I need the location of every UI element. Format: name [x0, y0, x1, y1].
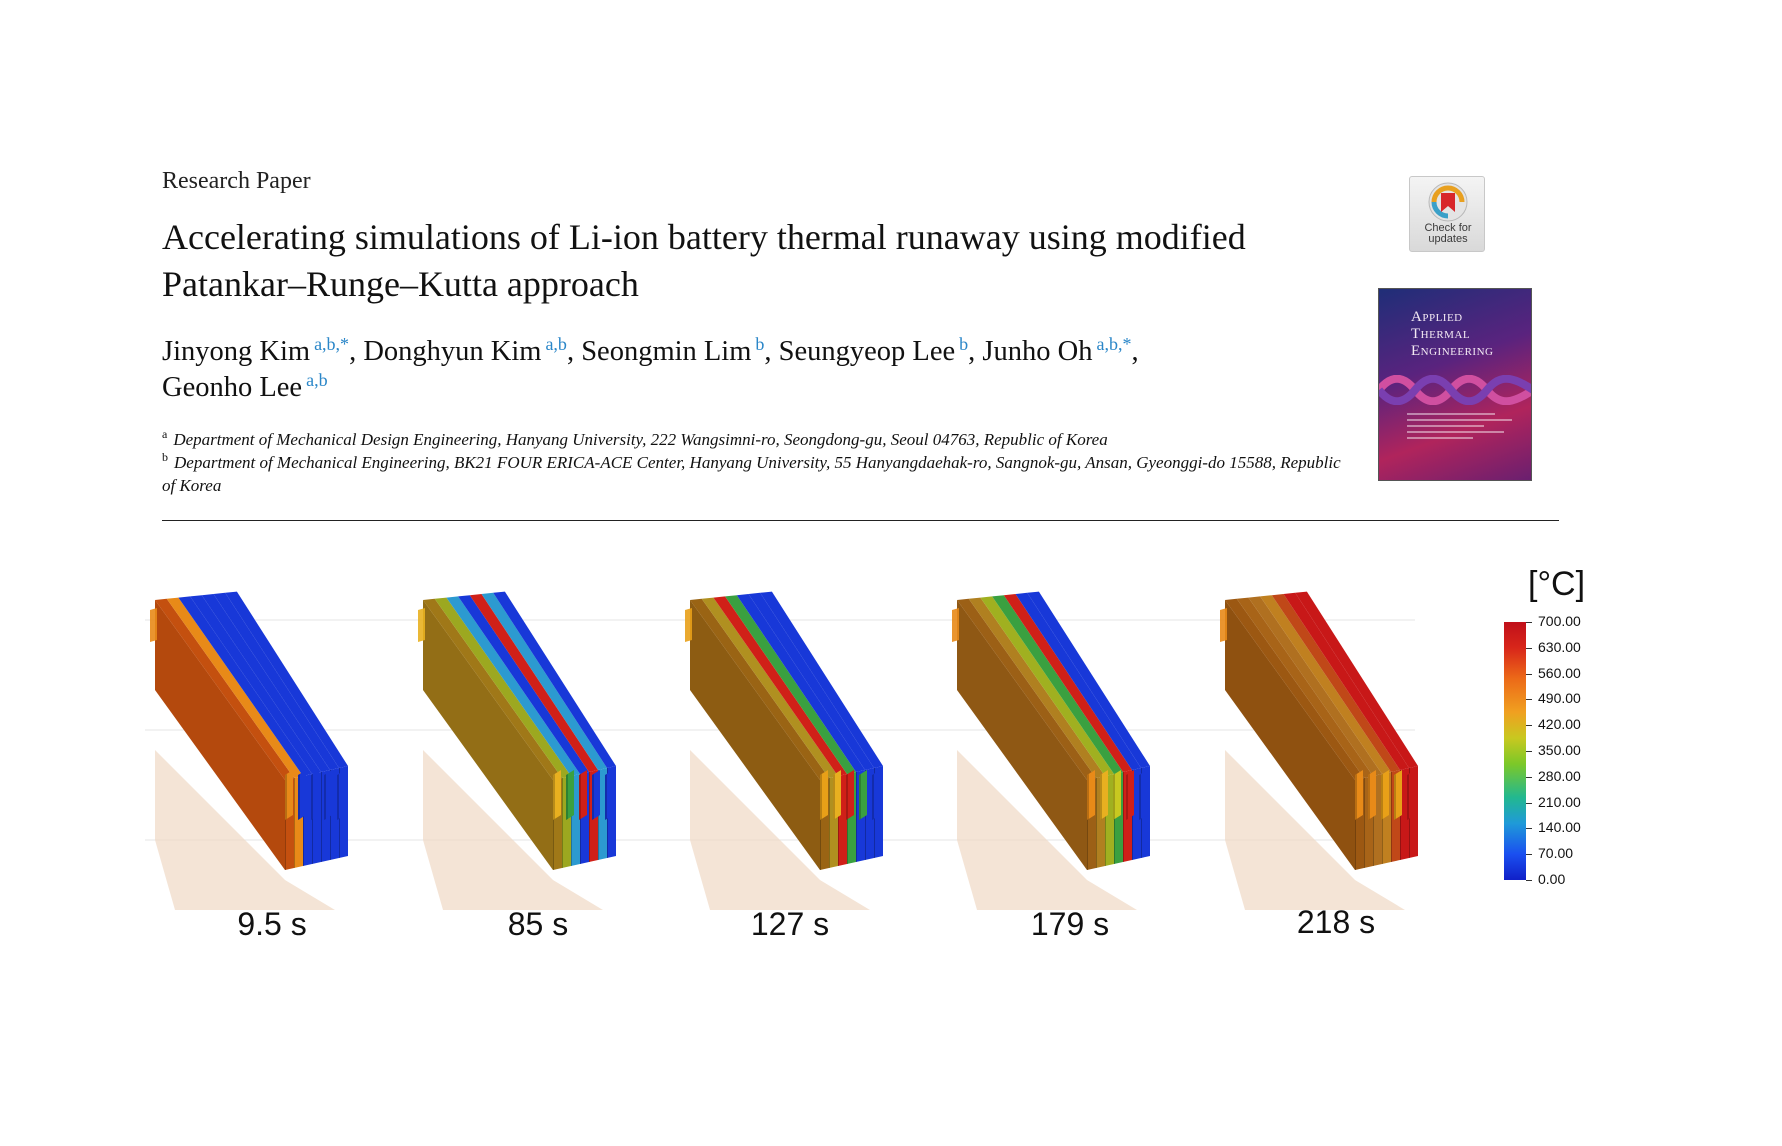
battery-pack-frame [150, 591, 348, 910]
author-affiliation-marks[interactable]: a,b [545, 333, 567, 354]
author-list: Jinyong Kim a,b,*, Donghyun Kim a,b, Seong… [162, 333, 1139, 404]
colorbar-tick-mark [1526, 802, 1532, 804]
affiliation: b Department of Mechanical Engineering, B… [162, 451, 1342, 497]
colorbar-tick-mark [1526, 699, 1532, 701]
colorbar-tick-label: 630.00 [1538, 638, 1581, 655]
author-affiliation-marks[interactable]: b [755, 333, 765, 354]
author[interactable]: Junho Oh a,b,* [982, 333, 1132, 368]
colorbar-tick-mark [1526, 725, 1532, 727]
author-affiliation-marks[interactable]: a,b [306, 369, 328, 390]
paper-title: Accelerating simulations of Li-ion batte… [162, 214, 1392, 308]
author-affiliation-marks[interactable]: b [959, 333, 969, 354]
affiliation-letter: b [162, 450, 168, 465]
journal-title: Applied Thermal Engineering [1411, 309, 1529, 360]
frame-time-label: 218 s [1296, 904, 1376, 940]
temperature-colorbar [1504, 622, 1526, 880]
battery-pack-frame [1220, 591, 1418, 910]
colorbar-unit-label: [°C] [1528, 565, 1586, 603]
battery-simulation-figure [145, 591, 1418, 910]
journal-title-line: Applied [1411, 309, 1463, 325]
cover-fine-print [1407, 413, 1517, 453]
check-for-updates-label: Check for updates [1410, 223, 1486, 245]
cover-wave-pattern [1379, 375, 1531, 405]
frame-time-label: 9.5 s [237, 906, 307, 942]
battery-pack-frame [952, 591, 1150, 910]
colorbar-tick-mark [1526, 647, 1532, 649]
colorbar-tick-label: 560.00 [1538, 664, 1581, 681]
colorbar-tick-label: 420.00 [1538, 716, 1581, 733]
title-line-2: Patankar–Runge–Kutta approach [162, 264, 639, 304]
author-name: Seungyeop Lee [778, 336, 956, 367]
title-line-1: Accelerating simulations of Li-ion batte… [162, 217, 1246, 257]
colorbar-tick-mark [1526, 854, 1532, 856]
colorbar-tick-label: 350.00 [1538, 742, 1581, 758]
colorbar-tick-label: 140.00 [1538, 819, 1581, 836]
author-name: Donghyun Kim [363, 336, 542, 367]
battery-pack-frame [418, 591, 616, 910]
journal-cover-image[interactable]: Applied Thermal Engineering [1378, 288, 1532, 481]
journal-title-line: Thermal [1411, 326, 1471, 342]
author-name: Jinyong Kim [162, 336, 311, 367]
colorbar-tick-label: 210.00 [1538, 793, 1581, 810]
author-name: Geonho Lee [162, 372, 303, 403]
author-affiliation-marks[interactable]: a,b,* [314, 333, 350, 354]
battery-pack-frame [685, 591, 883, 910]
author-affiliation-marks[interactable]: a,b,* [1096, 333, 1132, 354]
colorbar-tick-mark [1526, 622, 1532, 623]
affiliations: a Department of Mechanical Design Enginee… [162, 428, 1342, 497]
affiliation-text: Department of Mechanical Design Engineer… [173, 430, 1108, 449]
colorbar-tick-mark [1526, 751, 1532, 752]
colorbar-tick-mark [1526, 880, 1532, 881]
author-name: Seongmin Lim [581, 336, 752, 367]
check-updates-line2: updates [1428, 233, 1468, 245]
check-updates-line1: Check for [1424, 222, 1472, 234]
section-label: Research Paper [162, 168, 311, 194]
frame-time-label: 85 s [507, 906, 569, 942]
journal-title-line: Engineering [1411, 343, 1494, 359]
author[interactable]: Seungyeop Lee b [778, 333, 969, 368]
header-divider [162, 520, 1559, 521]
colorbar-tick-label: 70.00 [1538, 845, 1574, 862]
colorbar-tick-label: 0.00 [1538, 871, 1566, 887]
colorbar-tick-mark [1526, 776, 1532, 778]
author[interactable]: Jinyong Kim a,b,* [162, 333, 350, 368]
colorbar-tick-label: 700.00 [1538, 613, 1581, 629]
frame-time-label: 179 s [1030, 906, 1110, 942]
colorbar-tick-mark [1526, 828, 1532, 830]
affiliation-letter: a [162, 427, 168, 442]
colorbar-tick-label: 490.00 [1538, 690, 1581, 707]
affiliation: a Department of Mechanical Design Enginee… [162, 428, 1342, 451]
author[interactable]: Geonho Lee a,b [162, 369, 328, 404]
crossmark-icon [1428, 182, 1468, 222]
colorbar-tick-label: 280.00 [1538, 767, 1581, 784]
author[interactable]: Donghyun Kim a,b [363, 333, 567, 368]
colorbar-tick-mark [1526, 673, 1532, 675]
author-name: Junho Oh [982, 336, 1093, 367]
author[interactable]: Seongmin Lim b [581, 333, 765, 368]
affiliation-text: Department of Mechanical Engineering, BK… [162, 453, 1341, 495]
check-for-updates-button[interactable]: Check for updates [1409, 176, 1485, 252]
frame-time-label: 127 s [750, 906, 830, 942]
